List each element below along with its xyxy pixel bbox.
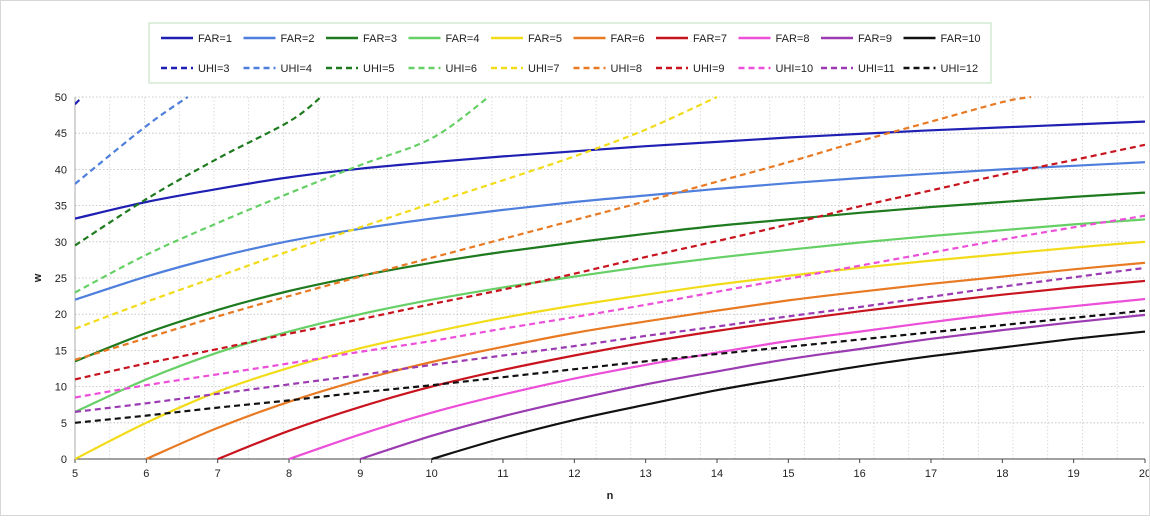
series-line-far-9 bbox=[359, 313, 1145, 460]
series-layer bbox=[75, 96, 1145, 460]
series-line-far-2 bbox=[75, 161, 1145, 301]
legend-label: FAR=8 bbox=[776, 33, 810, 45]
legend-box bbox=[148, 22, 992, 84]
y-tick-label: 45 bbox=[55, 128, 67, 140]
series-line-uhi-5 bbox=[75, 96, 322, 247]
legend-label: FAR=1 bbox=[198, 33, 232, 45]
series-line-far-5 bbox=[75, 240, 1145, 460]
series-line-uhi-3 bbox=[75, 96, 83, 105]
y-tick-label: 35 bbox=[55, 201, 67, 213]
x-axis-label: n bbox=[607, 490, 614, 502]
series-line-uhi-7 bbox=[75, 96, 718, 330]
series-line-uhi-10 bbox=[75, 214, 1145, 399]
y-tick-label: 30 bbox=[55, 237, 67, 249]
series-line-uhi-9 bbox=[75, 143, 1145, 381]
series-line-far-7 bbox=[217, 279, 1145, 460]
x-tick-label: 11 bbox=[497, 468, 508, 480]
legend-label: UHI=10 bbox=[776, 63, 814, 75]
x-tick-label: 12 bbox=[568, 468, 580, 480]
legend-label: FAR=3 bbox=[363, 33, 397, 45]
legend-label: UHI=8 bbox=[611, 63, 643, 75]
y-axis-label: w bbox=[32, 273, 44, 283]
series-line-far-8 bbox=[288, 297, 1145, 460]
series-line-far-3 bbox=[75, 191, 1145, 363]
y-tick-label: 15 bbox=[55, 345, 67, 357]
legend-label: UHI=3 bbox=[198, 63, 230, 75]
x-tick-label: 5 bbox=[72, 468, 78, 480]
series-line-uhi-6 bbox=[75, 96, 490, 294]
x-tick-label: 19 bbox=[1068, 468, 1080, 480]
x-tick-label: 17 bbox=[925, 468, 937, 480]
legend-label: UHI=11 bbox=[858, 63, 895, 75]
series-line-far-1 bbox=[75, 120, 1145, 220]
y-tick-label: 50 bbox=[55, 92, 67, 104]
legend: FAR=1 FAR=2 FAR=3 FAR=4 FAR=5 FAR=6 FAR=7 FAR=8… bbox=[161, 33, 981, 75]
x-tick-label: 15 bbox=[782, 468, 794, 480]
x-tick-label: 10 bbox=[426, 468, 438, 480]
x-tick-label: 20 bbox=[1139, 468, 1149, 480]
legend-label: FAR=6 bbox=[611, 33, 645, 45]
x-tick-label: 13 bbox=[640, 468, 652, 480]
y-tick-label: 0 bbox=[61, 454, 67, 466]
x-tick-label: 9 bbox=[357, 468, 363, 480]
y-tick-label: 25 bbox=[55, 273, 67, 285]
y-tick-label: 10 bbox=[55, 382, 67, 394]
legend-label: UHI=9 bbox=[693, 63, 725, 75]
legend-label: FAR=5 bbox=[528, 33, 562, 45]
legend-label: UHI=4 bbox=[281, 63, 313, 75]
legend-label: UHI=5 bbox=[363, 63, 395, 75]
legend-label: FAR=9 bbox=[858, 33, 892, 45]
y-tick-label: 5 bbox=[61, 418, 67, 430]
legend-label: FAR=7 bbox=[693, 33, 727, 45]
legend-label: UHI=12 bbox=[941, 63, 979, 75]
series-line-far-6 bbox=[145, 261, 1145, 460]
x-tick-label: 18 bbox=[996, 468, 1008, 480]
legend-label: FAR=4 bbox=[446, 33, 480, 45]
x-tick-label: 16 bbox=[854, 468, 866, 480]
series-line-far-10 bbox=[431, 330, 1145, 460]
x-tick-label: 7 bbox=[215, 468, 221, 480]
y-tick-label: 20 bbox=[55, 309, 67, 321]
legend-label: FAR=2 bbox=[281, 33, 315, 45]
x-tick-label: 8 bbox=[286, 468, 292, 480]
series-line-uhi-4 bbox=[75, 96, 189, 185]
x-tick-label: 14 bbox=[711, 468, 723, 480]
x-tick-label: 6 bbox=[143, 468, 149, 480]
legend-label: UHI=7 bbox=[528, 63, 560, 75]
legend-label: UHI=6 bbox=[446, 63, 478, 75]
y-tick-label: 40 bbox=[55, 164, 67, 176]
series-line-uhi-11 bbox=[75, 266, 1145, 413]
legend-label: FAR=10 bbox=[941, 33, 981, 45]
